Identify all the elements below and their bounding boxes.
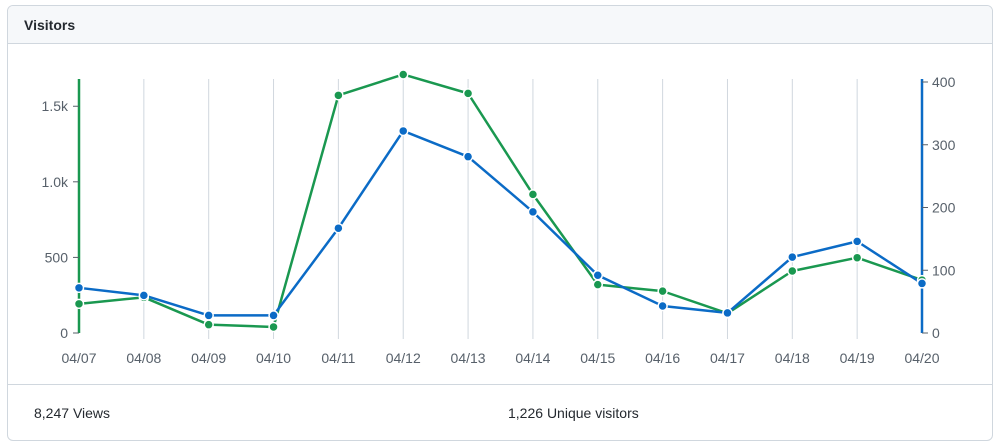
uniques-point bbox=[787, 251, 798, 263]
views-point bbox=[462, 88, 474, 99]
uniques-point bbox=[73, 282, 85, 294]
panel-footer: 8,247 Views 1,226 Unique visitors bbox=[8, 384, 992, 440]
panel-header: Visitors bbox=[8, 6, 992, 44]
left-axis-tick-label: 1.0k bbox=[42, 174, 69, 190]
x-axis-tick-label: 04/16 bbox=[645, 350, 680, 366]
views-point bbox=[268, 321, 279, 333]
visitors-chart: 0 500 1.0k 1.5k 0 100 200 300 400 04/07 04/08 04/09… bbox=[42, 69, 956, 366]
views-point bbox=[657, 285, 668, 297]
views-count: 8,247 bbox=[34, 404, 70, 421]
views-point bbox=[787, 265, 798, 277]
x-axis-tick-label: 04/12 bbox=[386, 350, 421, 366]
x-axis-tick-label: 04/08 bbox=[126, 350, 161, 366]
x-axis-tick-label: 04/13 bbox=[451, 350, 486, 366]
left-axis-tick-label: 0 bbox=[60, 325, 68, 341]
views-point bbox=[851, 252, 863, 263]
uniques-point bbox=[268, 310, 279, 321]
uniques-point bbox=[397, 125, 409, 137]
uniques-point bbox=[592, 270, 604, 281]
uniques-point bbox=[916, 278, 928, 289]
x-axis-tick-label: 04/09 bbox=[191, 350, 226, 366]
uniques-point bbox=[203, 310, 214, 321]
label-layer: 0 500 1.0k 1.5k 0 100 200 300 400 04/07 04/08 04/09… bbox=[42, 74, 956, 366]
views-point bbox=[397, 69, 409, 80]
unique-visitors-total: 1,226 Unique visitors bbox=[508, 405, 639, 421]
left-axis-tick-label: 500 bbox=[45, 249, 69, 265]
uniques-point bbox=[527, 206, 539, 218]
views-point bbox=[333, 90, 344, 101]
views-point bbox=[527, 189, 539, 200]
uniques-line bbox=[78, 129, 923, 317]
right-axis-tick-label: 0 bbox=[932, 325, 940, 341]
uniques-point bbox=[462, 151, 474, 162]
views-line bbox=[78, 73, 923, 329]
right-axis-tick-label: 100 bbox=[932, 262, 956, 278]
views-total: 8,247 Views bbox=[34, 405, 110, 421]
right-axis-tick-label: 300 bbox=[932, 137, 956, 153]
x-axis-tick-label: 04/19 bbox=[840, 350, 875, 366]
x-axis-tick-label: 04/10 bbox=[256, 350, 291, 366]
visitors-panel: Visitors 0 500 1.0k 1.5k 0 100 200 300 400 04/07 0… bbox=[7, 5, 993, 441]
right-axis-tick-label: 400 bbox=[932, 74, 956, 90]
x-axis-tick-label: 04/20 bbox=[904, 350, 939, 366]
uniques-count: 1,226 bbox=[508, 404, 544, 421]
series-layer bbox=[73, 69, 928, 333]
views-point bbox=[592, 279, 604, 290]
x-axis-tick-label: 04/11 bbox=[321, 350, 355, 366]
views-point bbox=[73, 298, 85, 310]
views-label: Views bbox=[72, 404, 111, 421]
uniques-label: Unique visitors bbox=[546, 404, 639, 421]
left-axis-tick-label: 1.5k bbox=[42, 98, 69, 114]
axis-layer bbox=[73, 79, 928, 334]
visitors-chart-area: 0 500 1.0k 1.5k 0 100 200 300 400 04/07 04/08 04/09… bbox=[8, 45, 992, 384]
uniques-point bbox=[722, 307, 733, 319]
uniques-point bbox=[138, 290, 150, 301]
panel-title: Visitors bbox=[24, 16, 76, 33]
x-axis-tick-label: 04/15 bbox=[580, 350, 615, 366]
x-axis-tick-label: 04/14 bbox=[515, 350, 550, 366]
grid-layer bbox=[143, 79, 858, 339]
uniques-point bbox=[657, 300, 668, 312]
x-axis-tick-label: 04/18 bbox=[775, 350, 810, 366]
views-point bbox=[203, 319, 214, 330]
x-axis-tick-label: 04/07 bbox=[61, 350, 96, 366]
uniques-point bbox=[333, 222, 344, 234]
right-axis-tick-label: 200 bbox=[932, 200, 956, 216]
uniques-point bbox=[851, 236, 863, 247]
x-axis-tick-label: 04/17 bbox=[710, 350, 745, 366]
